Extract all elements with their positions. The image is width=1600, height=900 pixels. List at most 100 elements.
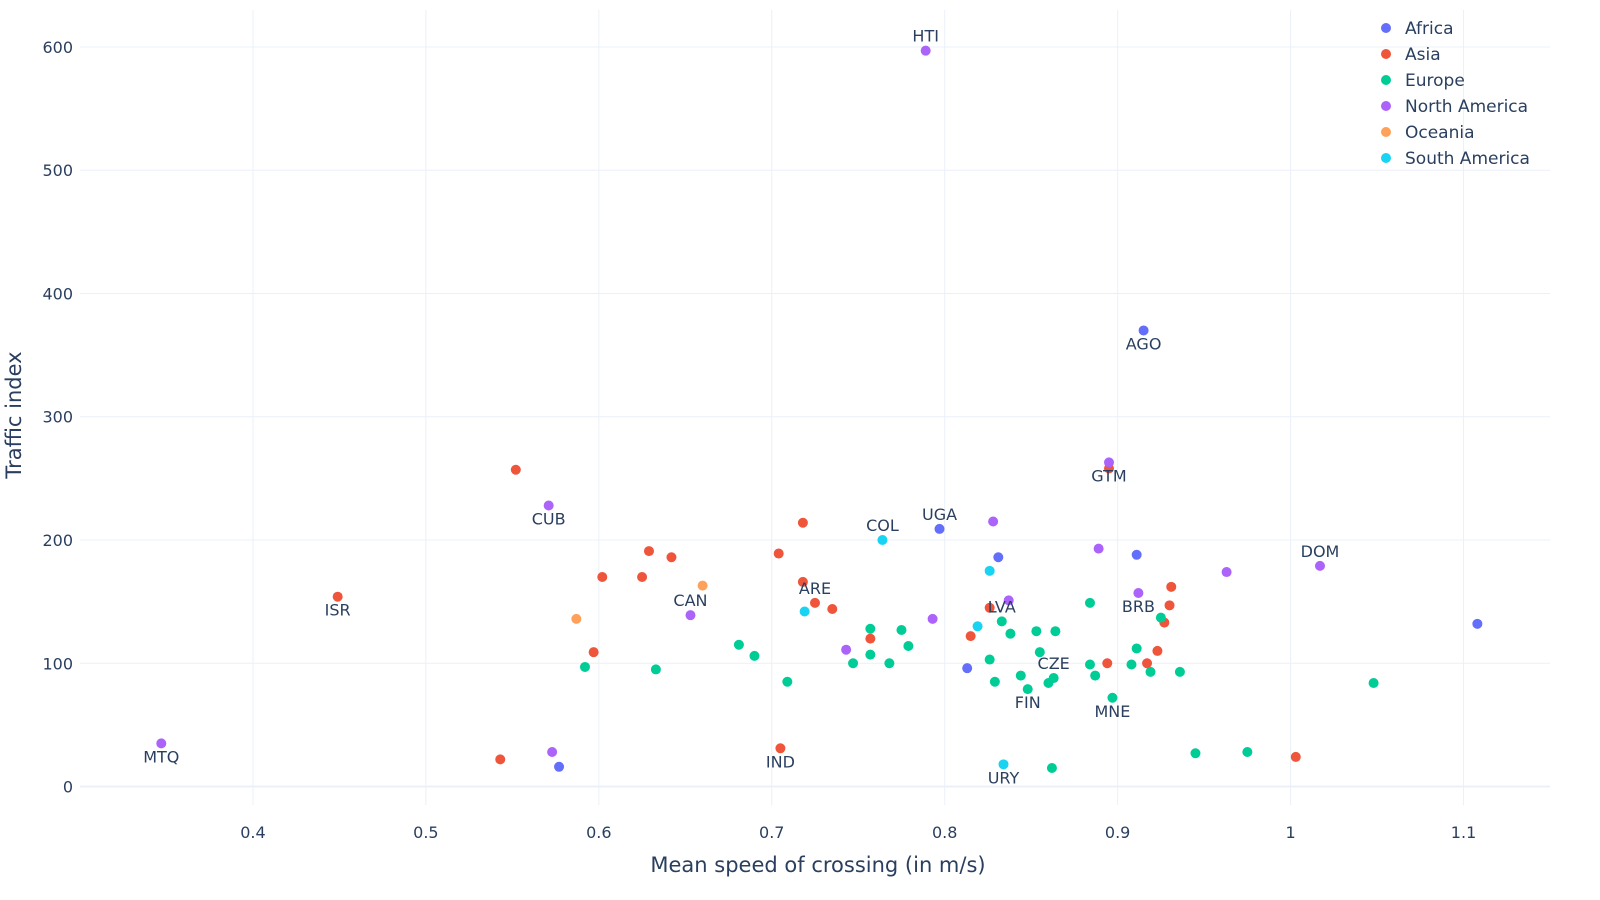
legend-marker[interactable]	[1381, 101, 1391, 111]
data-point[interactable]	[993, 552, 1004, 563]
legend-marker[interactable]	[1381, 49, 1391, 59]
data-point[interactable]	[998, 759, 1009, 770]
data-point[interactable]	[1102, 658, 1113, 669]
data-point[interactable]	[1022, 684, 1033, 695]
data-point[interactable]	[1043, 677, 1054, 688]
data-point[interactable]	[510, 464, 521, 475]
legend-label[interactable]: Africa	[1405, 19, 1454, 39]
data-point[interactable]	[543, 500, 554, 511]
data-point[interactable]	[1015, 670, 1026, 681]
data-point[interactable]	[988, 516, 999, 527]
data-point[interactable]	[1166, 581, 1177, 592]
data-point[interactable]	[597, 571, 608, 582]
data-point[interactable]	[1142, 658, 1153, 669]
data-point[interactable]	[1290, 751, 1301, 762]
point-label: CZE	[1038, 654, 1070, 673]
data-point[interactable]	[156, 738, 167, 749]
data-point[interactable]	[896, 624, 907, 635]
legend-label[interactable]: Asia	[1405, 45, 1441, 65]
data-point[interactable]	[1093, 543, 1104, 554]
data-point[interactable]	[650, 664, 661, 675]
data-point[interactable]	[1126, 659, 1137, 670]
legend-marker[interactable]	[1381, 23, 1391, 33]
data-point[interactable]	[1152, 645, 1163, 656]
data-point[interactable]	[884, 658, 895, 669]
data-point[interactable]	[965, 631, 976, 642]
data-point[interactable]	[1314, 560, 1325, 571]
data-point[interactable]	[1046, 763, 1057, 774]
data-point[interactable]	[1155, 612, 1166, 623]
data-point[interactable]	[1221, 567, 1232, 578]
data-point[interactable]	[1131, 549, 1142, 560]
data-point[interactable]	[1084, 659, 1095, 670]
data-point[interactable]	[554, 761, 565, 772]
data-point[interactable]	[1242, 747, 1253, 757]
data-point[interactable]	[984, 565, 995, 576]
data-point[interactable]	[643, 546, 654, 557]
legend-label[interactable]: Europe	[1405, 71, 1465, 91]
data-point[interactable]	[775, 743, 786, 754]
data-point[interactable]	[773, 548, 784, 559]
data-point[interactable]	[547, 747, 558, 757]
data-point[interactable]	[984, 602, 995, 613]
point-label: ARE	[799, 579, 831, 598]
legend-marker[interactable]	[1381, 127, 1391, 137]
data-point[interactable]	[996, 616, 1007, 627]
data-point[interactable]	[749, 650, 760, 661]
legend-marker[interactable]	[1381, 75, 1391, 85]
data-point[interactable]	[637, 571, 648, 582]
legend-label[interactable]: South America	[1405, 149, 1530, 169]
data-point[interactable]	[1368, 677, 1379, 688]
data-point[interactable]	[495, 754, 506, 765]
data-point[interactable]	[984, 654, 995, 665]
data-point[interactable]	[666, 552, 677, 563]
data-point[interactable]	[1003, 595, 1014, 606]
legend-marker[interactable]	[1381, 153, 1391, 163]
data-point[interactable]	[1005, 628, 1016, 639]
data-point[interactable]	[1138, 325, 1149, 336]
data-point[interactable]	[1131, 643, 1142, 654]
data-point[interactable]	[903, 641, 914, 651]
data-point[interactable]	[920, 45, 931, 56]
data-point[interactable]	[1104, 457, 1114, 468]
data-point[interactable]	[1107, 692, 1118, 703]
data-point[interactable]	[1090, 670, 1101, 681]
data-point[interactable]	[865, 623, 876, 634]
data-point[interactable]	[1133, 588, 1144, 598]
data-point[interactable]	[1174, 666, 1185, 677]
data-point[interactable]	[989, 676, 1000, 687]
data-point[interactable]	[1190, 748, 1201, 759]
data-point[interactable]	[579, 661, 590, 672]
data-point[interactable]	[733, 639, 744, 650]
data-point[interactable]	[797, 576, 808, 587]
data-point[interactable]	[332, 591, 343, 602]
data-point[interactable]	[972, 621, 983, 632]
data-point[interactable]	[1472, 618, 1483, 629]
data-point[interactable]	[799, 606, 810, 617]
data-point[interactable]	[697, 580, 708, 591]
data-point[interactable]	[962, 663, 973, 674]
y-axis-title: Traffic index	[2, 351, 26, 479]
data-point[interactable]	[877, 535, 888, 545]
data-point[interactable]	[810, 597, 820, 608]
data-point[interactable]	[782, 676, 793, 687]
data-point[interactable]	[1050, 626, 1061, 637]
legend-label[interactable]: North America	[1405, 97, 1528, 117]
data-point[interactable]	[927, 613, 938, 624]
data-point[interactable]	[571, 613, 582, 624]
data-point[interactable]	[1145, 666, 1156, 677]
data-point[interactable]	[685, 610, 696, 621]
legend-label[interactable]: Oceania	[1405, 123, 1475, 143]
data-point[interactable]	[588, 647, 599, 658]
data-point[interactable]	[797, 517, 808, 528]
data-point[interactable]	[848, 658, 859, 669]
data-point[interactable]	[841, 644, 852, 655]
data-point[interactable]	[865, 633, 876, 644]
data-point[interactable]	[1031, 626, 1042, 637]
data-point[interactable]	[1084, 597, 1095, 608]
data-point[interactable]	[1164, 600, 1175, 611]
data-point[interactable]	[934, 523, 945, 534]
data-point[interactable]	[827, 604, 838, 615]
data-point[interactable]	[1034, 647, 1045, 658]
data-point[interactable]	[865, 649, 876, 660]
